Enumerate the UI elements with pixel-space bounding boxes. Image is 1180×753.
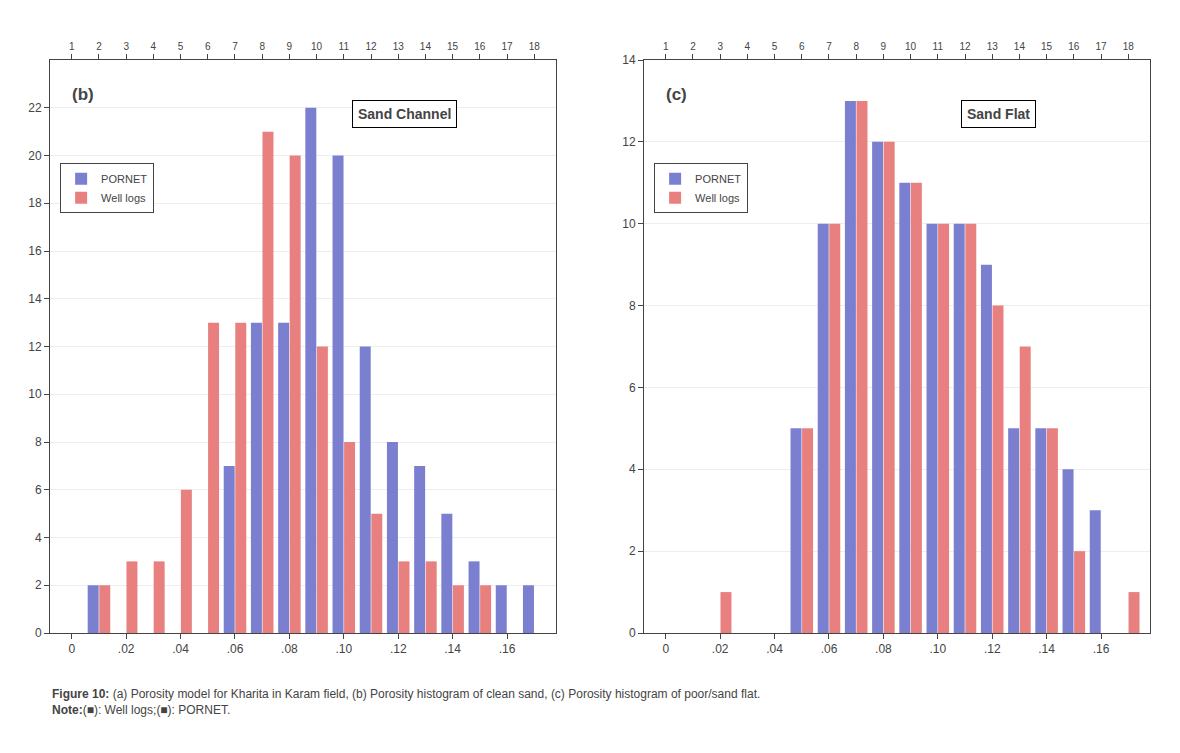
svg-text:7: 7 <box>826 41 832 52</box>
svg-text:Well logs: Well logs <box>101 192 146 204</box>
svg-text:16: 16 <box>1068 41 1080 52</box>
svg-text:17: 17 <box>1095 41 1107 52</box>
svg-text:6: 6 <box>35 483 42 497</box>
svg-text:4: 4 <box>745 41 751 52</box>
svg-text:14: 14 <box>1014 41 1026 52</box>
svg-text:0: 0 <box>35 626 42 640</box>
svg-text:18: 18 <box>28 196 42 210</box>
svg-text:12: 12 <box>622 135 636 149</box>
svg-text:.08: .08 <box>875 642 892 656</box>
svg-text:1: 1 <box>663 41 669 52</box>
svg-text:.12: .12 <box>390 642 407 656</box>
svg-text:3: 3 <box>123 41 129 52</box>
svg-text:14: 14 <box>28 292 42 306</box>
svg-text:PORNET: PORNET <box>101 173 147 185</box>
svg-text:.16: .16 <box>1093 642 1110 656</box>
svg-text:12: 12 <box>365 41 377 52</box>
svg-text:Well logs: Well logs <box>695 192 740 204</box>
svg-text:4: 4 <box>151 41 157 52</box>
svg-text:10: 10 <box>311 41 323 52</box>
svg-text:.06: .06 <box>227 642 244 656</box>
svg-text:1: 1 <box>69 41 75 52</box>
svg-text:.12: .12 <box>984 642 1001 656</box>
svg-text:.16: .16 <box>499 642 516 656</box>
svg-text:10: 10 <box>622 217 636 231</box>
svg-text:.14: .14 <box>1038 642 1055 656</box>
svg-text:0: 0 <box>629 626 636 640</box>
svg-text:2: 2 <box>629 544 636 558</box>
svg-text:.14: .14 <box>444 642 461 656</box>
svg-text:8: 8 <box>853 41 859 52</box>
svg-text:16: 16 <box>28 244 42 258</box>
svg-text:.04: .04 <box>766 642 783 656</box>
svg-text:4: 4 <box>629 462 636 476</box>
svg-text:(c): (c) <box>666 85 687 104</box>
svg-text:20: 20 <box>28 149 42 163</box>
svg-text:13: 13 <box>987 41 999 52</box>
svg-text:14: 14 <box>420 41 432 52</box>
svg-text:12: 12 <box>959 41 971 52</box>
svg-text:10: 10 <box>905 41 917 52</box>
svg-text:.08: .08 <box>281 642 298 656</box>
svg-text:Sand Flat: Sand Flat <box>967 106 1030 122</box>
svg-text:.10: .10 <box>929 642 946 656</box>
svg-text:2: 2 <box>35 578 42 592</box>
svg-text:.10: .10 <box>335 642 352 656</box>
svg-text:PORNET: PORNET <box>695 173 741 185</box>
svg-text:6: 6 <box>629 381 636 395</box>
svg-text:6: 6 <box>205 41 211 52</box>
svg-text:3: 3 <box>717 41 723 52</box>
svg-text:17: 17 <box>501 41 513 52</box>
svg-text:12: 12 <box>28 340 42 354</box>
svg-text:.04: .04 <box>172 642 189 656</box>
svg-text:0: 0 <box>68 642 75 656</box>
svg-text:0: 0 <box>662 642 669 656</box>
svg-text:2: 2 <box>690 41 696 52</box>
svg-text:14: 14 <box>622 53 636 67</box>
svg-text:Figure 10: (a) Porosity model: Figure 10: (a) Porosity model for Kharit… <box>52 687 764 717</box>
svg-text:Sand Channel: Sand Channel <box>358 106 451 122</box>
svg-text:15: 15 <box>447 41 459 52</box>
svg-text:5: 5 <box>772 41 778 52</box>
svg-text:8: 8 <box>35 435 42 449</box>
svg-text:5: 5 <box>178 41 184 52</box>
svg-text:22: 22 <box>28 101 42 115</box>
svg-text:11: 11 <box>339 41 350 52</box>
svg-text:4: 4 <box>35 531 42 545</box>
svg-text:.06: .06 <box>821 642 838 656</box>
svg-text:8: 8 <box>259 41 265 52</box>
svg-text:9: 9 <box>287 41 293 52</box>
svg-text:2: 2 <box>96 41 102 52</box>
svg-text:18: 18 <box>1123 41 1135 52</box>
svg-text:8: 8 <box>629 299 636 313</box>
svg-text:7: 7 <box>232 41 238 52</box>
svg-text:.02: .02 <box>118 642 135 656</box>
svg-text:18: 18 <box>529 41 541 52</box>
svg-text:6: 6 <box>799 41 805 52</box>
svg-text:11: 11 <box>933 41 944 52</box>
svg-text:15: 15 <box>1041 41 1053 52</box>
svg-text:(b): (b) <box>72 85 94 104</box>
svg-text:.02: .02 <box>712 642 729 656</box>
svg-text:16: 16 <box>474 41 486 52</box>
svg-text:13: 13 <box>393 41 405 52</box>
svg-text:9: 9 <box>881 41 887 52</box>
svg-text:10: 10 <box>28 387 42 401</box>
